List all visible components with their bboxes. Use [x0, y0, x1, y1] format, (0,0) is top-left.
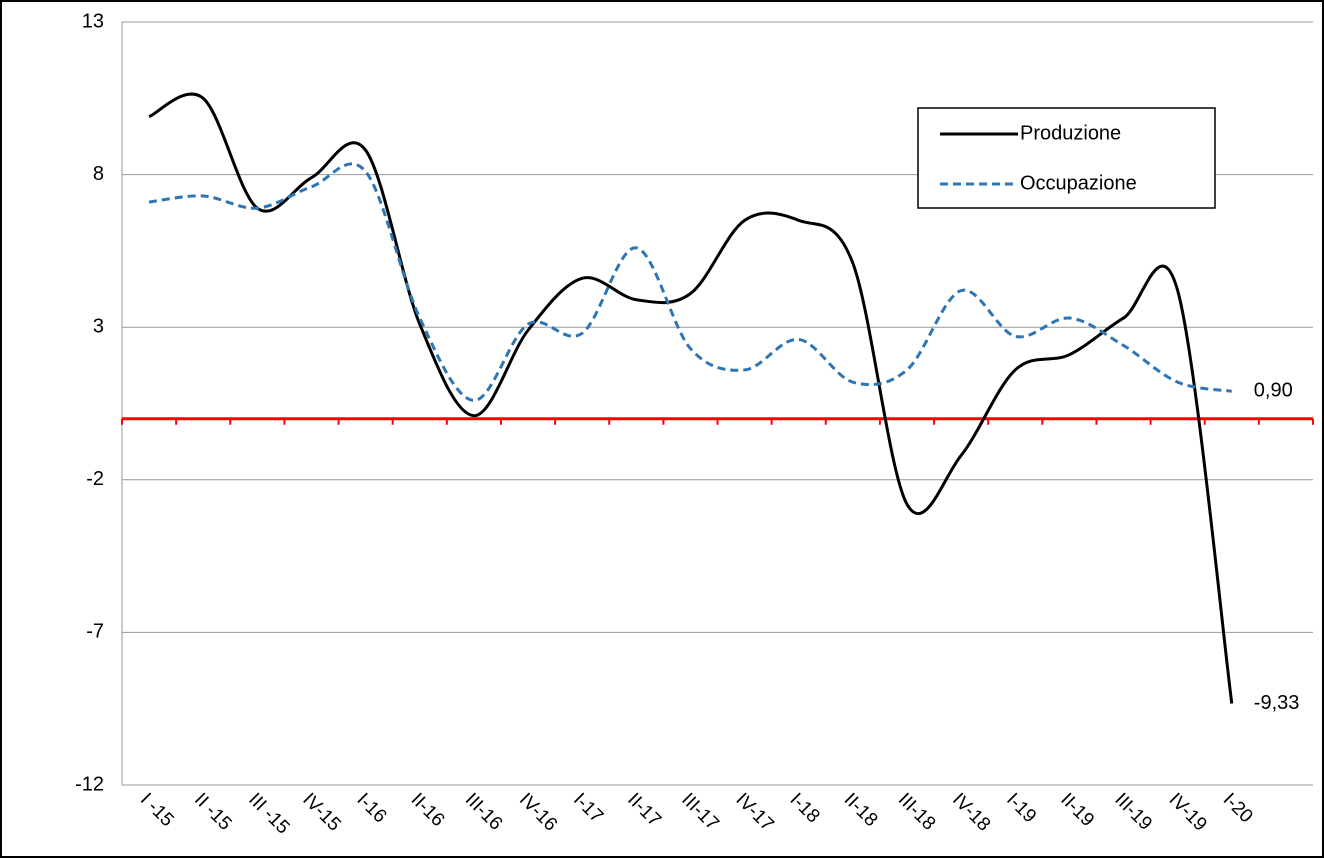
series-line [148, 162, 1233, 402]
data-label: -9,33 [1254, 692, 1300, 714]
y-tick-label: 8 [93, 163, 104, 185]
series-line [148, 92, 1234, 704]
y-tick-label: 3 [93, 315, 104, 337]
legend-label: Produzione [1020, 122, 1121, 144]
legend-box [917, 107, 1216, 209]
y-tick-label: -12 [75, 773, 104, 795]
data-label: 0,90 [1254, 380, 1293, 402]
y-tick-label: -7 [86, 621, 104, 643]
legend-label: Occupazione [1020, 172, 1137, 194]
y-tick-label: -2 [86, 468, 104, 490]
y-tick-label: 13 [82, 10, 104, 32]
